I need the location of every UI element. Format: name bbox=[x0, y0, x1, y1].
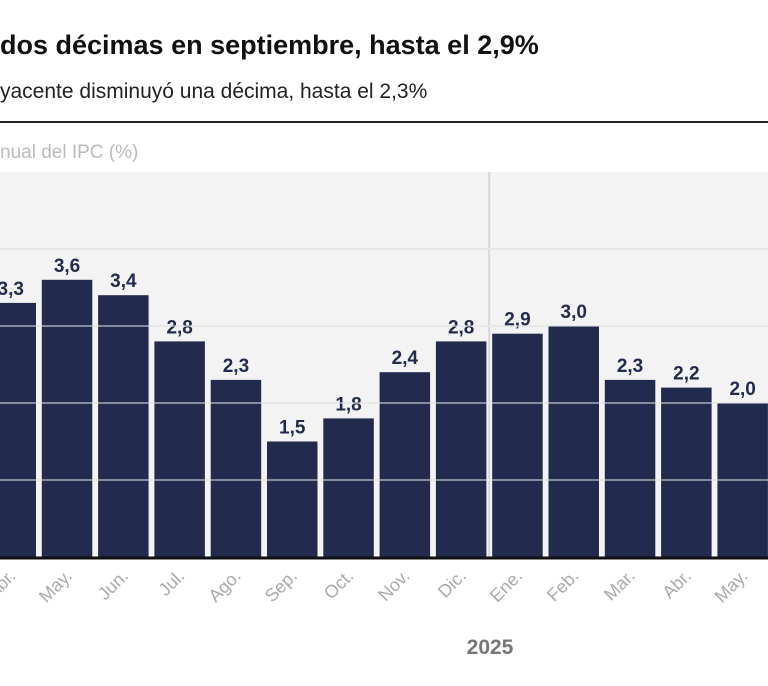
data-label: 3,4 bbox=[110, 271, 137, 292]
data-label: 2,0 bbox=[729, 379, 755, 400]
bar bbox=[661, 387, 712, 557]
bar bbox=[0, 302, 36, 557]
data-label: 2,3 bbox=[617, 356, 643, 377]
bar bbox=[379, 372, 431, 557]
x-tick-label: Nov. bbox=[374, 566, 413, 605]
bar bbox=[154, 341, 205, 557]
x-tick-label: Feb. bbox=[543, 566, 583, 606]
data-label: 2,3 bbox=[223, 356, 249, 377]
bar bbox=[435, 341, 487, 557]
year-label: 2025 bbox=[467, 636, 514, 659]
x-tick-label: Jun. bbox=[94, 566, 132, 604]
bar bbox=[548, 326, 599, 557]
data-label: 2,8 bbox=[448, 317, 474, 338]
data-label: 2,8 bbox=[166, 317, 192, 338]
data-label: 3,6 bbox=[54, 256, 80, 277]
x-tick-label: Abr. bbox=[0, 566, 20, 603]
x-tick-label: Ene. bbox=[486, 566, 526, 606]
bar bbox=[267, 441, 318, 557]
x-tick-label: May. bbox=[35, 566, 76, 607]
bar bbox=[604, 379, 656, 557]
chart-title: dos décimas en septiembre, hasta el 2,9% bbox=[0, 30, 539, 60]
bar bbox=[323, 418, 374, 557]
x-tick-label: Oct. bbox=[320, 566, 357, 603]
x-tick-label: Mar. bbox=[600, 566, 639, 605]
data-label: 2,4 bbox=[392, 348, 419, 369]
x-tick-label: Dic. bbox=[434, 566, 470, 602]
chart-subtitle: yacente disminuyó una décima, hasta el 2… bbox=[0, 80, 428, 103]
bar bbox=[98, 295, 149, 557]
bar bbox=[210, 379, 262, 557]
x-tick-label: Jul. bbox=[155, 566, 189, 600]
data-label: 1,8 bbox=[335, 394, 361, 415]
y-axis-label: nual del IPC (%) bbox=[0, 142, 139, 163]
bar bbox=[41, 279, 93, 557]
data-label: 3,3 bbox=[0, 279, 24, 300]
x-tick-label: Abr. bbox=[658, 566, 695, 603]
data-label: 3,0 bbox=[561, 302, 587, 323]
data-label: 2,9 bbox=[504, 310, 530, 331]
x-tick-label: Ago. bbox=[204, 566, 244, 606]
bar bbox=[492, 333, 543, 557]
x-tick-label: May. bbox=[711, 566, 752, 607]
title-divider bbox=[0, 121, 768, 123]
data-label: 1,5 bbox=[279, 418, 306, 439]
x-tick-label: Sep. bbox=[261, 566, 301, 606]
data-label: 2,2 bbox=[673, 364, 699, 385]
